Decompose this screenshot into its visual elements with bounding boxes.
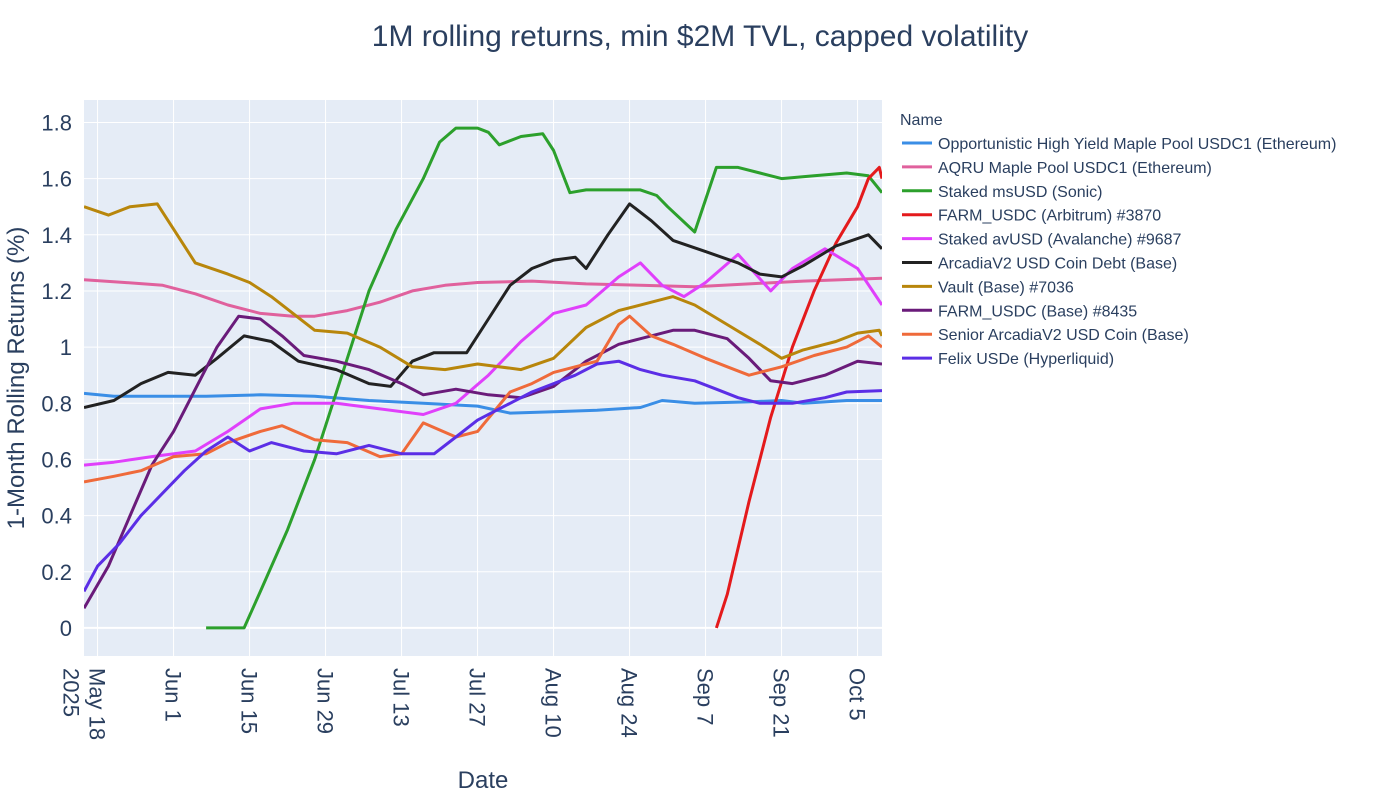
x-tick-label: Jun 1: [161, 668, 186, 722]
legend-item-7[interactable]: Vault (Base) #7036: [902, 279, 1074, 296]
y-tick-label: 0.4: [41, 504, 72, 529]
x-tick-label: Sep 7: [693, 668, 718, 726]
x-tick-label: Aug 24: [617, 668, 642, 738]
legend-label: Staked avUSD (Avalanche) #9687: [938, 232, 1182, 249]
legend-item-5[interactable]: Staked avUSD (Avalanche) #9687: [902, 232, 1182, 249]
x-tick-label: Sep 21: [769, 668, 794, 738]
legend-item-4[interactable]: FARM_USDC (Arbitrum) #3870: [902, 208, 1161, 225]
y-tick-label: 0.2: [41, 560, 72, 585]
chart-title: 1M rolling returns, min $2M TVL, capped …: [371, 20, 1029, 53]
series-line-3: [206, 126, 882, 630]
legend-item-8[interactable]: FARM_USDC (Base) #8435: [902, 303, 1137, 320]
series-line-6: [84, 202, 882, 409]
legend-item-6[interactable]: ArcadiaV2 USD Coin Debt (Base): [902, 256, 1177, 273]
y-tick-label: 1.4: [41, 223, 72, 248]
series-line-5: [84, 247, 882, 467]
y-tick-label: 1.2: [41, 279, 72, 304]
legend-item-9[interactable]: Senior ArcadiaV2 USD Coin (Base): [902, 327, 1189, 344]
legend-label: Felix USDe (Hyperliquid): [938, 351, 1114, 368]
legend-label: FARM_USDC (Arbitrum) #3870: [938, 208, 1161, 225]
legend-label: Opportunistic High Yield Maple Pool USDC…: [938, 136, 1336, 153]
y-tick-label: 0.8: [41, 391, 72, 416]
legend-item-10[interactable]: Felix USDe (Hyperliquid): [902, 351, 1114, 368]
series-line-4: [714, 165, 882, 629]
x-axis-title: Date: [458, 767, 509, 794]
x-tick-label: May 18: [85, 668, 110, 740]
legend-label: FARM_USDC (Base) #8435: [938, 303, 1137, 320]
legend-item-3[interactable]: Staked msUSD (Sonic): [902, 184, 1103, 201]
y-axis-title: 1-Month Rolling Returns (%): [3, 227, 30, 530]
x-tick-year-label: 2025: [59, 668, 84, 717]
legend-label: ArcadiaV2 USD Coin Debt (Base): [938, 256, 1177, 273]
series-line-7: [84, 202, 882, 372]
series-line-10: [84, 359, 882, 593]
legend[interactable]: Name Opportunistic High Yield Maple Pool …: [900, 112, 1336, 368]
legend-label: Staked msUSD (Sonic): [938, 184, 1103, 201]
x-tick-label: Jul 27: [465, 668, 490, 727]
legend-title: Name: [900, 112, 943, 129]
x-tick-label: Jun 29: [313, 668, 338, 734]
y-tick-label: 1.6: [41, 167, 72, 192]
series-lines: [84, 126, 882, 630]
x-tick-label: Jun 15: [237, 668, 262, 734]
x-tick-label: Aug 10: [541, 668, 566, 738]
legend-label: AQRU Maple Pool USDC1 (Ethereum): [938, 160, 1212, 177]
y-tick-label: 1: [60, 335, 72, 360]
y-tick-label: 0: [60, 616, 72, 641]
legend-label: Senior ArcadiaV2 USD Coin (Base): [938, 327, 1189, 344]
series-line-2: [84, 276, 882, 318]
x-tick-label: Oct 5: [845, 668, 870, 721]
y-tick-label: 0.6: [41, 447, 72, 472]
series-line-8: [84, 314, 882, 610]
legend-item-1[interactable]: Opportunistic High Yield Maple Pool USDC…: [902, 136, 1336, 153]
legend-item-2[interactable]: AQRU Maple Pool USDC1 (Ethereum): [902, 160, 1212, 177]
x-tick-label: Jul 13: [389, 668, 414, 727]
y-tick-label: 1.8: [41, 110, 72, 135]
legend-label: Vault (Base) #7036: [938, 279, 1074, 296]
